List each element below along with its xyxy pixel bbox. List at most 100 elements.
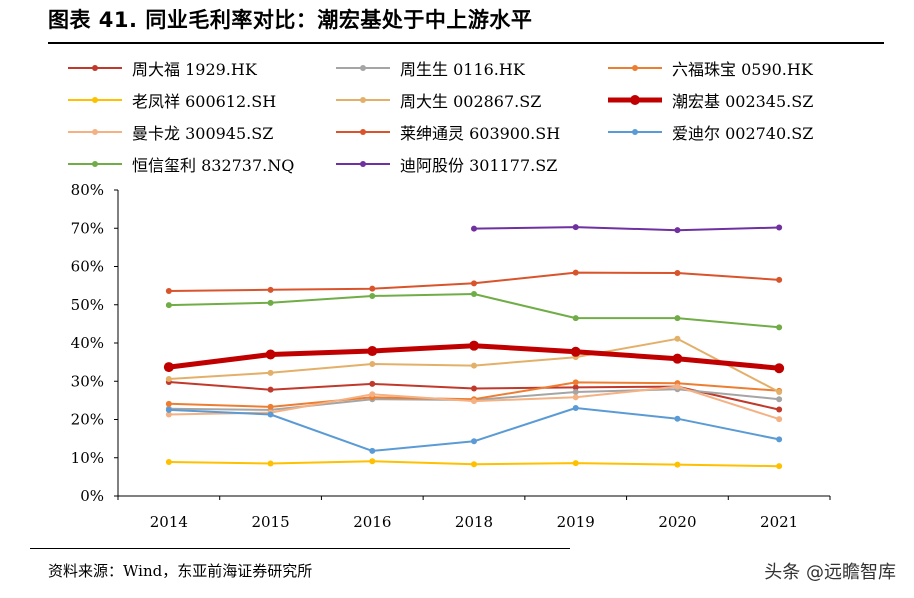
data-point bbox=[776, 436, 783, 443]
data-point bbox=[471, 461, 477, 468]
data-point bbox=[165, 400, 172, 407]
data-point bbox=[267, 286, 274, 293]
data-point bbox=[369, 391, 376, 398]
data-point bbox=[572, 388, 579, 395]
data-point bbox=[570, 346, 581, 357]
data-point bbox=[165, 302, 172, 309]
legend-item: 周大生 002867.SZ bbox=[336, 88, 541, 112]
legend-item: 六福珠宝 0590.HK bbox=[608, 56, 813, 80]
footer-divider bbox=[30, 548, 570, 549]
y-tick-label: 50% bbox=[71, 296, 104, 314]
legend-marker bbox=[360, 129, 366, 135]
data-point bbox=[471, 225, 477, 232]
legend-swatch bbox=[336, 158, 390, 170]
data-point bbox=[369, 285, 376, 292]
data-point bbox=[369, 361, 376, 368]
legend-swatch bbox=[336, 62, 390, 74]
y-tick-label: 70% bbox=[71, 219, 104, 237]
data-point bbox=[471, 438, 477, 445]
data-point bbox=[776, 463, 783, 470]
legend-label: 老凤祥 600612.SH bbox=[132, 92, 277, 111]
legend-swatch bbox=[608, 126, 662, 138]
legend-item: 潮宏基 002345.SZ bbox=[608, 88, 813, 112]
legend-swatch bbox=[68, 62, 122, 74]
figure-title: 图表 41. 同业毛利率对比：潮宏基处于中上游水平 bbox=[48, 8, 533, 32]
legend-marker bbox=[360, 97, 366, 103]
data-point bbox=[369, 447, 376, 454]
legend-label: 爱迪尔 002740.SZ bbox=[672, 124, 814, 143]
data-point bbox=[572, 269, 579, 276]
legend-swatch bbox=[608, 94, 662, 106]
y-tick-label: 40% bbox=[71, 334, 104, 352]
legend-item: 爱迪尔 002740.SZ bbox=[608, 120, 813, 144]
legend-marker bbox=[92, 97, 98, 103]
data-point bbox=[165, 458, 172, 465]
data-point bbox=[674, 383, 681, 390]
legend-label: 莱绅通灵 603900.SH bbox=[400, 124, 561, 143]
data-point bbox=[369, 380, 376, 387]
data-point bbox=[572, 405, 579, 412]
data-point bbox=[572, 315, 579, 322]
data-point bbox=[471, 362, 477, 369]
legend-swatch bbox=[608, 62, 662, 74]
data-point bbox=[572, 394, 579, 401]
legend-marker bbox=[92, 129, 98, 135]
data-point bbox=[267, 460, 274, 467]
data-point bbox=[267, 403, 274, 410]
legend-swatch bbox=[68, 126, 122, 138]
y-tick-label: 0% bbox=[80, 487, 104, 505]
series-line-11 bbox=[473, 226, 780, 232]
y-tick-label: 60% bbox=[71, 258, 104, 276]
y-tick-label: 20% bbox=[71, 411, 104, 429]
legend-swatch bbox=[68, 158, 122, 170]
data-point bbox=[674, 227, 681, 234]
data-point bbox=[165, 411, 172, 418]
legend-item: 曼卡龙 300945.SZ bbox=[68, 120, 273, 144]
data-point bbox=[572, 224, 579, 231]
legend-item: 老凤祥 600612.SH bbox=[68, 88, 276, 112]
data-point bbox=[776, 224, 783, 231]
data-point bbox=[776, 406, 783, 413]
data-point bbox=[674, 270, 681, 277]
y-tick-label: 30% bbox=[71, 372, 104, 390]
x-tick-label: 2016 bbox=[353, 513, 391, 531]
data-point bbox=[163, 362, 174, 373]
legend-item: 周生生 0116.HK bbox=[336, 56, 525, 80]
x-tick-label: 2020 bbox=[658, 513, 696, 531]
legend-label: 迪阿股份 301177.SZ bbox=[400, 156, 558, 175]
data-point bbox=[572, 379, 579, 386]
data-point bbox=[267, 411, 274, 418]
data-point bbox=[776, 416, 783, 423]
legend-marker bbox=[632, 65, 638, 71]
data-point bbox=[674, 335, 681, 342]
data-point bbox=[165, 406, 172, 413]
data-point bbox=[267, 369, 274, 376]
legend-marker bbox=[360, 161, 366, 167]
series-line-10 bbox=[168, 293, 780, 329]
data-point bbox=[469, 340, 479, 351]
data-point bbox=[265, 349, 276, 360]
data-point bbox=[674, 315, 681, 322]
data-point bbox=[776, 388, 783, 395]
legend-label: 周大福 1929.HK bbox=[132, 60, 257, 79]
legend-marker bbox=[632, 129, 638, 135]
legend-item: 迪阿股份 301177.SZ bbox=[336, 152, 557, 176]
legend-swatch bbox=[336, 126, 390, 138]
x-tick-label: 2015 bbox=[251, 513, 289, 531]
data-point bbox=[369, 292, 376, 299]
legend-label: 周大生 002867.SZ bbox=[400, 92, 542, 111]
legend-label: 曼卡龙 300945.SZ bbox=[132, 124, 274, 143]
data-point bbox=[572, 460, 579, 467]
data-point bbox=[165, 375, 172, 382]
y-tick-label: 10% bbox=[71, 449, 104, 467]
data-point bbox=[471, 291, 477, 298]
data-point bbox=[367, 346, 378, 357]
title-divider bbox=[48, 42, 884, 44]
legend-label: 周生生 0116.HK bbox=[400, 60, 525, 79]
data-point bbox=[672, 353, 683, 364]
legend-label: 潮宏基 002345.SZ bbox=[672, 92, 814, 111]
data-point bbox=[776, 324, 783, 331]
legend-item: 恒信玺利 832737.NQ bbox=[68, 152, 294, 176]
data-point bbox=[267, 299, 274, 306]
